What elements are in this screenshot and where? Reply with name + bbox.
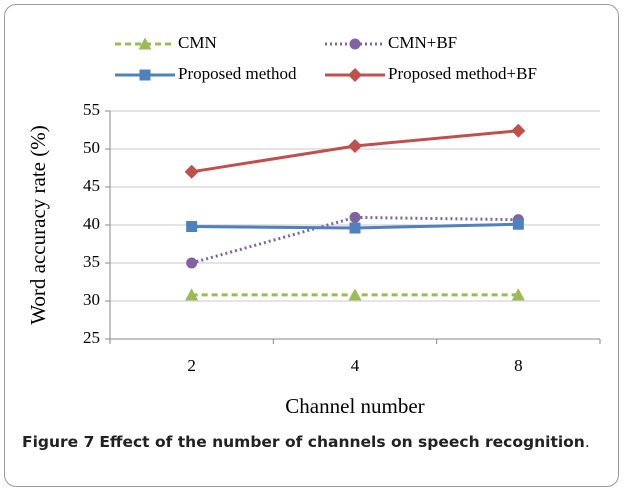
x-axis-title: Channel number: [285, 394, 424, 418]
marker: [349, 211, 361, 223]
y-tick-label: 25: [83, 328, 100, 347]
x-tick-label: 4: [351, 356, 360, 375]
marker: [349, 38, 361, 50]
x-tick-label: 2: [187, 356, 196, 375]
legend-label: CMN+BF: [388, 33, 457, 52]
marker: [348, 68, 362, 82]
x-tick-label: 8: [514, 356, 523, 375]
figure-frame: [4, 4, 619, 487]
marker: [186, 257, 198, 269]
marker: [138, 37, 152, 50]
marker: [184, 164, 199, 179]
marker: [348, 138, 362, 153]
marker: [511, 123, 526, 138]
marker: [185, 288, 199, 301]
y-tick-label: 55: [83, 100, 100, 119]
caption: Figure 7 Effect of the number of channel…: [22, 430, 607, 454]
y-tick-label: 50: [83, 138, 100, 157]
legend-label: Proposed method: [178, 64, 297, 83]
marker: [139, 69, 151, 81]
caption-end: .: [584, 433, 590, 451]
marker: [512, 218, 524, 230]
y-tick-label: 35: [83, 252, 100, 271]
chart: Word accuracy rate (%) Channel number 25…: [26, 33, 601, 418]
y-axis-title: Word accuracy rate (%): [26, 125, 50, 324]
marker: [348, 288, 362, 301]
marker: [186, 221, 198, 233]
legend-label: Proposed method+BF: [388, 64, 537, 83]
legend-label: CMN: [178, 33, 217, 52]
marker: [349, 222, 361, 234]
caption-label: Figure 7: [22, 433, 95, 451]
y-tick-label: 45: [83, 176, 100, 195]
y-tick-label: 30: [83, 290, 100, 309]
marker: [511, 288, 525, 301]
y-tick-label: 40: [83, 214, 100, 233]
caption-title: Effect of the number of channels on spee…: [99, 433, 585, 451]
line: [191, 215, 519, 265]
